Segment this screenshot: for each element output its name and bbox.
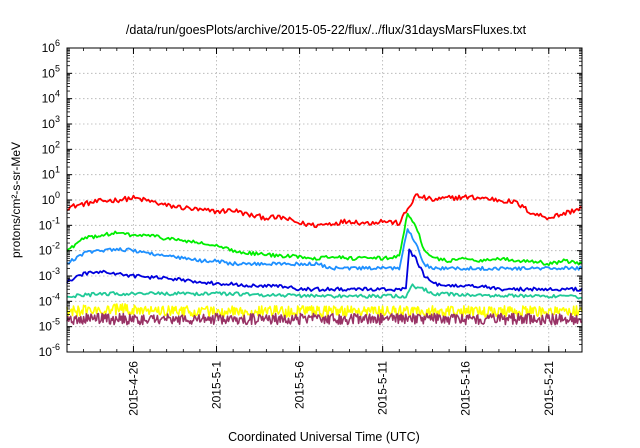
grid-lines [67, 48, 582, 352]
x-tick-label: 2015-5-1 [210, 361, 224, 409]
y-tick-label: 106 [42, 38, 60, 55]
series-line [66, 303, 583, 318]
series-line [66, 212, 583, 267]
series-line [66, 193, 583, 229]
y-tick-label: 10-1 [39, 215, 60, 232]
y-tick-label: 10-6 [39, 342, 60, 359]
y-tick-label: 100 [42, 190, 60, 207]
x-tick-label: 2015-5-11 [376, 361, 390, 415]
y-axis-label: protons/cm²-s-sr-MeV [9, 142, 23, 258]
x-tick-label: 2015-5-16 [459, 361, 473, 416]
y-tick-label: 101 [42, 165, 60, 182]
series-group [66, 193, 583, 326]
chart-title: /data/run/goesPlots/archive/2015-05-22/f… [126, 23, 527, 37]
x-axis-label: Coordinated Universal Time (UTC) [228, 430, 420, 444]
series-line [66, 283, 583, 300]
x-tick-label: 2015-5-6 [293, 361, 307, 409]
series-line [66, 248, 583, 292]
y-tick-label: 104 [42, 89, 60, 106]
series-line [66, 312, 583, 326]
series-line [66, 228, 583, 271]
x-tick-label: 2015-4-26 [126, 361, 140, 416]
y-tick-label: 10-2 [39, 241, 60, 258]
x-tick-label: 2015-5-21 [542, 361, 556, 416]
y-tick-label: 10-5 [39, 317, 60, 334]
y-tick-label: 105 [42, 63, 60, 80]
y-tick-label: 102 [42, 139, 60, 156]
y-tick-label: 10-3 [39, 266, 60, 283]
y-tick-label: 103 [42, 114, 60, 131]
y-axis: 10-6 10-5 10-4 10-3 10-2 10-1 100 101 102 103 104 1… [39, 38, 582, 359]
y-tick-label: 10-4 [39, 291, 60, 308]
x-axis: 2015-4-26 2015-5-1 2015-5-6 2015-5-11 2015-5… [66, 48, 583, 416]
